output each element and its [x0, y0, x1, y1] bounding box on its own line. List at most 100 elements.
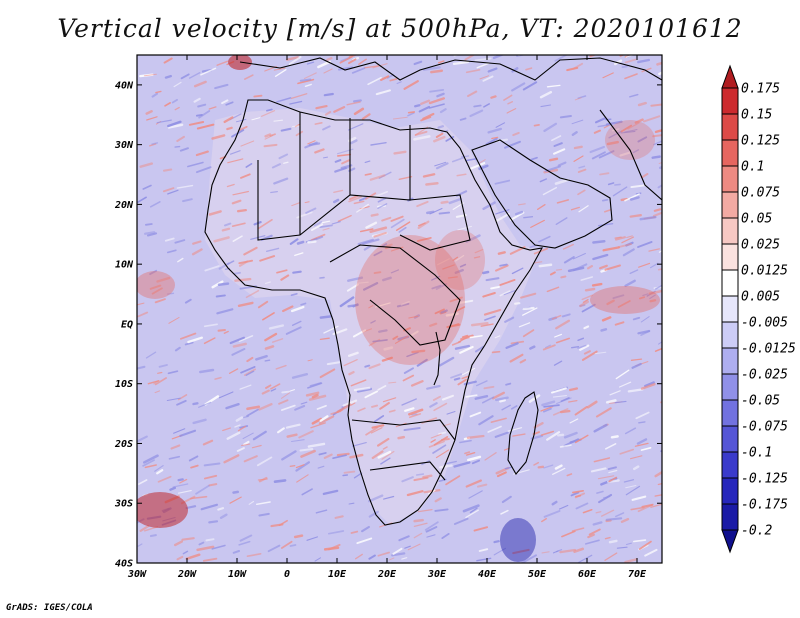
velocity-streak — [555, 549, 563, 553]
velocity-streak — [629, 93, 639, 98]
y-tick-label: 30N — [114, 140, 134, 151]
velocity-streak — [558, 504, 569, 510]
velocity-streak — [256, 501, 271, 505]
x-tick-label: 30W — [127, 569, 147, 580]
velocity-streak — [379, 402, 390, 410]
velocity-streak — [334, 167, 347, 173]
colorbar-box — [721, 243, 739, 271]
velocity-streak — [479, 159, 486, 164]
velocity-streak — [363, 245, 372, 251]
velocity-streak — [246, 552, 262, 558]
downdraft-south-indian — [500, 518, 536, 562]
velocity-streak — [413, 518, 424, 523]
velocity-streak — [494, 335, 501, 339]
velocity-streak — [606, 299, 615, 306]
velocity-streak — [542, 344, 556, 351]
velocity-streak — [307, 140, 316, 145]
velocity-streak — [424, 521, 439, 531]
velocity-streak — [459, 117, 467, 121]
velocity-streak — [542, 407, 552, 413]
velocity-streak — [235, 118, 247, 123]
velocity-streak — [289, 465, 296, 467]
velocity-streak — [625, 485, 641, 496]
colorbar-box — [721, 269, 739, 297]
velocity-streak — [388, 381, 397, 384]
velocity-streak — [305, 207, 317, 214]
velocity-streak — [351, 67, 366, 74]
velocity-streak — [196, 123, 215, 130]
velocity-streak — [232, 190, 249, 196]
velocity-streak — [607, 182, 615, 186]
velocity-streak — [438, 356, 455, 367]
colorbar-box — [721, 295, 739, 323]
velocity-streak — [168, 317, 180, 324]
velocity-streak — [154, 465, 164, 472]
velocity-streak — [649, 262, 659, 269]
velocity-streak — [578, 165, 586, 169]
velocity-streak — [654, 129, 662, 134]
velocity-streak — [306, 536, 319, 541]
velocity-streak — [591, 282, 603, 287]
velocity-streak — [625, 485, 637, 489]
velocity-streak — [185, 505, 197, 510]
velocity-streak — [601, 316, 612, 322]
velocity-streak — [139, 525, 150, 532]
velocity-streak — [592, 521, 603, 526]
velocity-streak — [511, 82, 526, 92]
velocity-streak — [373, 231, 387, 238]
velocity-streak — [170, 444, 181, 450]
velocity-streak — [543, 510, 561, 518]
velocity-streak — [323, 68, 333, 74]
velocity-streak — [377, 551, 390, 557]
velocity-streak — [518, 203, 526, 206]
velocity-streak — [579, 344, 590, 351]
velocity-streak — [638, 540, 652, 550]
velocity-streak — [226, 431, 241, 440]
velocity-streak — [319, 415, 329, 422]
velocity-streak — [598, 493, 613, 504]
velocity-streak — [280, 127, 292, 132]
velocity-streak — [295, 461, 310, 472]
velocity-streak — [225, 403, 240, 410]
velocity-streak — [332, 198, 340, 204]
velocity-streak — [235, 416, 244, 422]
velocity-streak — [614, 236, 626, 241]
velocity-streak — [473, 256, 481, 259]
velocity-streak — [368, 510, 379, 518]
border-sudan — [399, 194, 471, 251]
velocity-streak — [217, 282, 230, 286]
x-tick-label: 0 — [284, 569, 290, 580]
velocity-streak — [529, 345, 536, 350]
velocity-streak — [289, 389, 295, 392]
velocity-streak — [319, 224, 333, 229]
velocity-streak — [466, 452, 476, 456]
velocity-streak — [188, 455, 199, 462]
velocity-streak — [554, 464, 563, 470]
velocity-streak — [482, 75, 494, 82]
velocity-streak — [285, 326, 302, 335]
velocity-streak — [239, 384, 252, 390]
velocity-streak — [553, 148, 566, 155]
velocity-streak — [481, 396, 495, 404]
velocity-streak — [521, 554, 537, 563]
velocity-streak — [629, 269, 639, 275]
velocity-streak — [394, 335, 409, 344]
velocity-streak — [593, 129, 601, 134]
velocity-streak — [173, 428, 186, 434]
velocity-streak — [239, 534, 253, 542]
velocity-streak — [469, 507, 478, 514]
velocity-streak — [364, 192, 377, 200]
velocity-streak — [430, 439, 436, 443]
velocity-streak — [278, 519, 288, 527]
velocity-streak — [377, 385, 387, 391]
velocity-streak — [623, 479, 635, 483]
velocity-streak — [630, 506, 645, 511]
velocity-streak — [441, 394, 454, 401]
velocity-streak — [559, 115, 572, 119]
velocity-streak — [371, 450, 384, 460]
velocity-streak — [300, 449, 316, 458]
velocity-streak — [561, 530, 576, 538]
velocity-streak — [327, 530, 345, 535]
velocity-streak — [596, 490, 604, 494]
velocity-streak — [278, 153, 289, 160]
